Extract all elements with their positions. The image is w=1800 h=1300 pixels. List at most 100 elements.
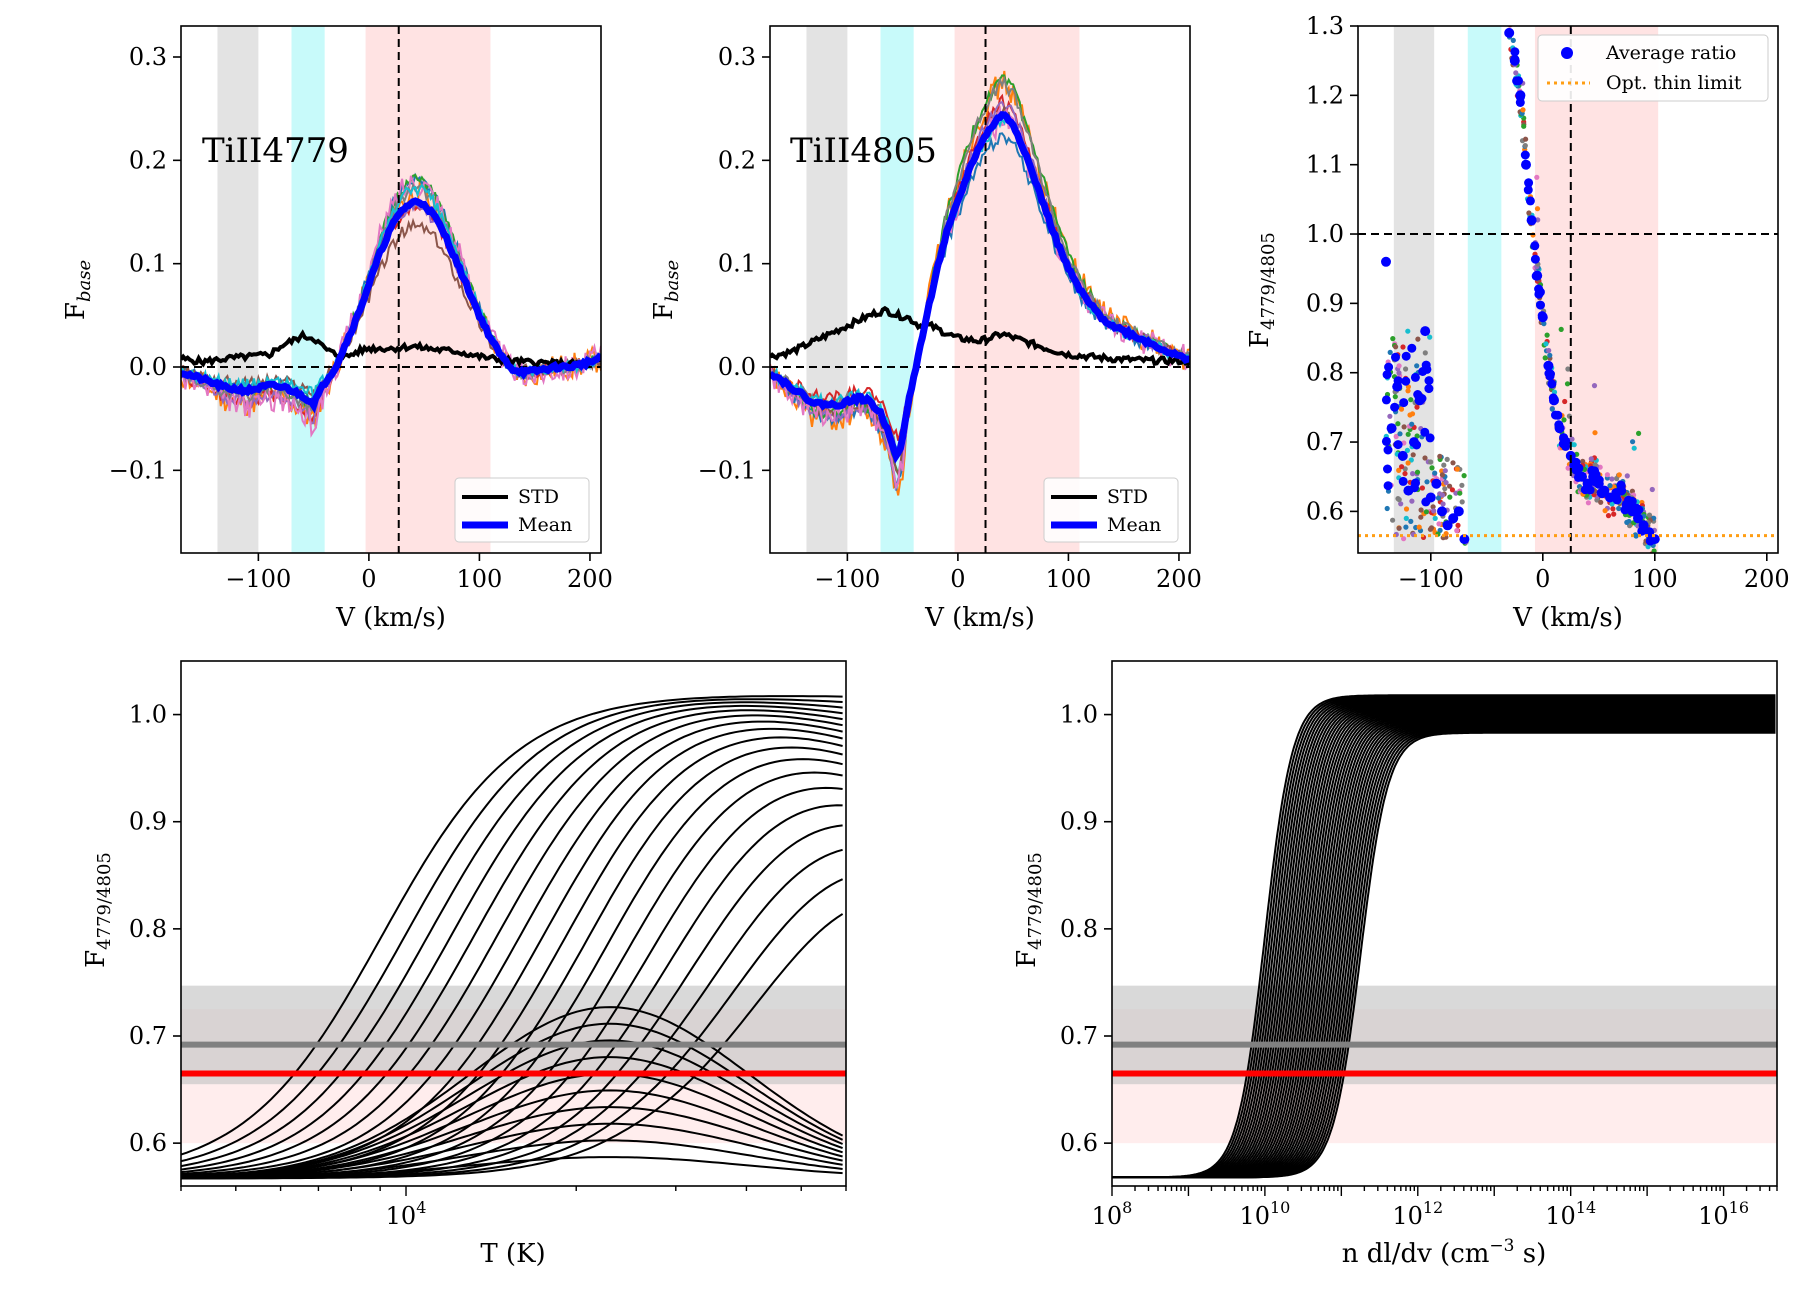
p3-legend-optthin: Opt. thin limit: [1606, 72, 1742, 94]
model-curve: [181, 746, 843, 1179]
average-ratio-point: [1637, 526, 1647, 536]
ratio-point: [1461, 473, 1467, 479]
ratio-point: [1602, 508, 1608, 514]
average-ratio-point: [1442, 520, 1453, 531]
ratio-point: [1609, 501, 1615, 507]
ratio-point: [1616, 472, 1622, 478]
average-ratio-point: [1530, 241, 1540, 251]
ratio-point: [1447, 483, 1453, 489]
model-curve: [181, 736, 843, 1178]
panel-tiii4779: −0.1 0.0 0.1 0.2 0.3 −100 0 100 200 TiII4779 V (…: [61, 25, 613, 633]
ratio-point: [1631, 445, 1637, 451]
ratio-point: [1453, 490, 1459, 496]
ratio-point: [1541, 321, 1547, 327]
ratio-point: [1432, 515, 1438, 522]
ratio-point: [1569, 436, 1575, 442]
y-tick-label: 0.6: [1060, 1129, 1098, 1157]
p2-ylabel: Fbase: [649, 260, 683, 320]
p1-legend-std: STD: [518, 486, 559, 508]
ratio-point: [1598, 499, 1604, 505]
ratio-point: [1580, 458, 1586, 464]
ratio-point: [1439, 492, 1445, 498]
x-tick-label: 104: [386, 1198, 427, 1230]
average-ratio-point: [1424, 384, 1434, 394]
ratio-point: [1630, 439, 1636, 445]
velocity-band: [954, 26, 1080, 553]
average-ratio-point: [1526, 215, 1537, 226]
average-ratio-point: [1590, 477, 1599, 487]
p2-legend-mean: Mean: [1107, 514, 1161, 536]
ratio-point: [1624, 473, 1630, 479]
ratio-point: [1435, 495, 1442, 501]
ratio-point: [1401, 424, 1407, 430]
ratio-point: [1565, 366, 1571, 372]
y-tick-label: 1.0: [129, 701, 167, 729]
ratio-point: [1544, 332, 1550, 338]
ratio-point: [1418, 514, 1424, 520]
average-ratio-point: [1411, 478, 1420, 488]
ratio-point: [1418, 507, 1424, 513]
average-ratio-point: [1547, 379, 1557, 389]
ratio-point: [1440, 501, 1446, 507]
ratio-point: [1405, 328, 1411, 334]
p1-title: TiII4779: [202, 131, 349, 171]
average-ratio-point: [1531, 271, 1541, 281]
ratio-point: [1405, 431, 1411, 437]
average-ratio-point: [1558, 439, 1568, 449]
x-tick-label: 1010: [1239, 1198, 1290, 1230]
x-tick-label: −100: [225, 565, 291, 593]
ratio-point: [1398, 406, 1405, 412]
average-ratio-point: [1569, 460, 1579, 470]
ratio-point: [1624, 519, 1630, 526]
ratio-point: [1588, 456, 1594, 462]
x-tick-label: −100: [814, 565, 880, 593]
average-ratio-point: [1383, 481, 1393, 491]
y-tick-label: 0.7: [129, 1022, 167, 1050]
x-tick-label: 1012: [1392, 1198, 1443, 1230]
average-ratio-point: [1420, 326, 1431, 337]
panel-ratio-velocity: 0.6 0.7 0.8 0.9 1.0 1.1 1.2 1.3 −100 0 100 200 V (k…: [1245, 12, 1790, 633]
average-ratio-point: [1510, 54, 1520, 64]
average-ratio-point: [1536, 300, 1545, 310]
ratio-point: [1416, 524, 1422, 530]
ratio-point: [1397, 431, 1403, 437]
average-ratio-point: [1383, 445, 1393, 455]
ratio-point: [1396, 467, 1402, 473]
ratio-point: [1454, 466, 1460, 472]
y-tick-label: 0.1: [718, 250, 756, 278]
ratio-point: [1409, 421, 1415, 427]
ratio-point: [1408, 518, 1414, 525]
ratio-point: [1430, 504, 1436, 510]
p2-legend-std: STD: [1107, 486, 1148, 508]
ratio-point: [1610, 506, 1616, 512]
average-ratio-point: [1520, 150, 1530, 160]
ratio-point: [1592, 430, 1598, 436]
y-tick-label: 0.0: [718, 353, 756, 381]
ratio-point: [1419, 485, 1425, 491]
ratio-point: [1442, 468, 1448, 474]
x-tick-label: 1014: [1545, 1198, 1596, 1230]
average-ratio-point: [1401, 376, 1411, 386]
panel-ratio-temperature: 0.6 0.7 0.8 0.9 1.0 104 T (K) F4779/4805: [81, 660, 847, 1269]
ratio-point: [1393, 344, 1399, 350]
velocity-band: [806, 26, 848, 553]
average-ratio-point: [1591, 470, 1601, 479]
ratio-point: [1447, 494, 1453, 500]
ratio-point: [1523, 136, 1529, 142]
average-ratio-point: [1633, 513, 1643, 524]
average-ratio-point: [1448, 513, 1459, 524]
p1-frame: [180, 25, 602, 554]
y-tick-label: 0.6: [1306, 497, 1344, 525]
average-ratio-point: [1573, 472, 1583, 482]
ratio-point: [1384, 505, 1390, 512]
ratio-point: [1534, 174, 1540, 180]
average-ratio-point: [1420, 427, 1430, 437]
y-tick-label: 0.8: [1306, 359, 1344, 387]
average-ratio-point: [1554, 420, 1564, 430]
p1-ylabel: Fbase: [61, 260, 95, 320]
x-tick-label: 100: [1632, 565, 1678, 593]
average-ratio-point: [1632, 503, 1642, 513]
p3-xlabel: V (km/s): [1512, 603, 1623, 633]
average-ratio-point: [1421, 497, 1431, 507]
